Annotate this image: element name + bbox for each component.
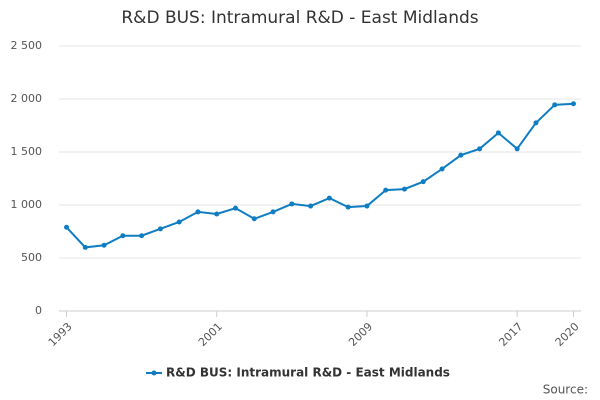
point [176, 219, 182, 225]
point [495, 130, 501, 136]
y-tick-label: 2 000 [11, 92, 43, 105]
point [214, 211, 220, 217]
x-tick-label: 2017 [496, 320, 525, 349]
x-tick-label: 1993 [46, 320, 75, 349]
point [195, 209, 201, 215]
point [120, 233, 126, 239]
legend-label: R&D BUS: Intramural R&D - East Midlands [166, 366, 450, 380]
point [270, 209, 276, 215]
point [82, 244, 88, 250]
y-tick-label: 0 [35, 304, 42, 317]
point [439, 166, 445, 172]
point [308, 203, 314, 209]
point [477, 146, 483, 152]
x-tick-label: 2020 [553, 320, 582, 349]
x-tick-label: 2009 [346, 320, 375, 349]
legend-symbol-dot [151, 370, 157, 376]
point [157, 226, 163, 232]
point [345, 204, 351, 210]
point [64, 224, 70, 230]
point [401, 186, 407, 192]
y-tick-label: 1 000 [11, 198, 43, 211]
point [552, 102, 558, 108]
x-tick-label: 2001 [196, 320, 225, 349]
point [420, 179, 426, 185]
series-line [65, 102, 574, 249]
point [570, 101, 576, 107]
point [458, 152, 464, 158]
point [326, 195, 332, 201]
y-tick-label: 1 500 [11, 145, 43, 158]
point [101, 242, 107, 248]
point [251, 216, 257, 222]
point [383, 187, 389, 193]
point [289, 201, 295, 207]
y-tick-label: 2 500 [11, 39, 43, 52]
point [139, 233, 145, 239]
source: Source: [543, 383, 588, 397]
point [364, 203, 370, 209]
point [533, 120, 539, 126]
point [233, 205, 239, 211]
point [514, 146, 520, 152]
y-tick-label: 500 [21, 251, 42, 264]
chart-title: R&D BUS: Intramural R&D - East Midlands [121, 8, 478, 28]
